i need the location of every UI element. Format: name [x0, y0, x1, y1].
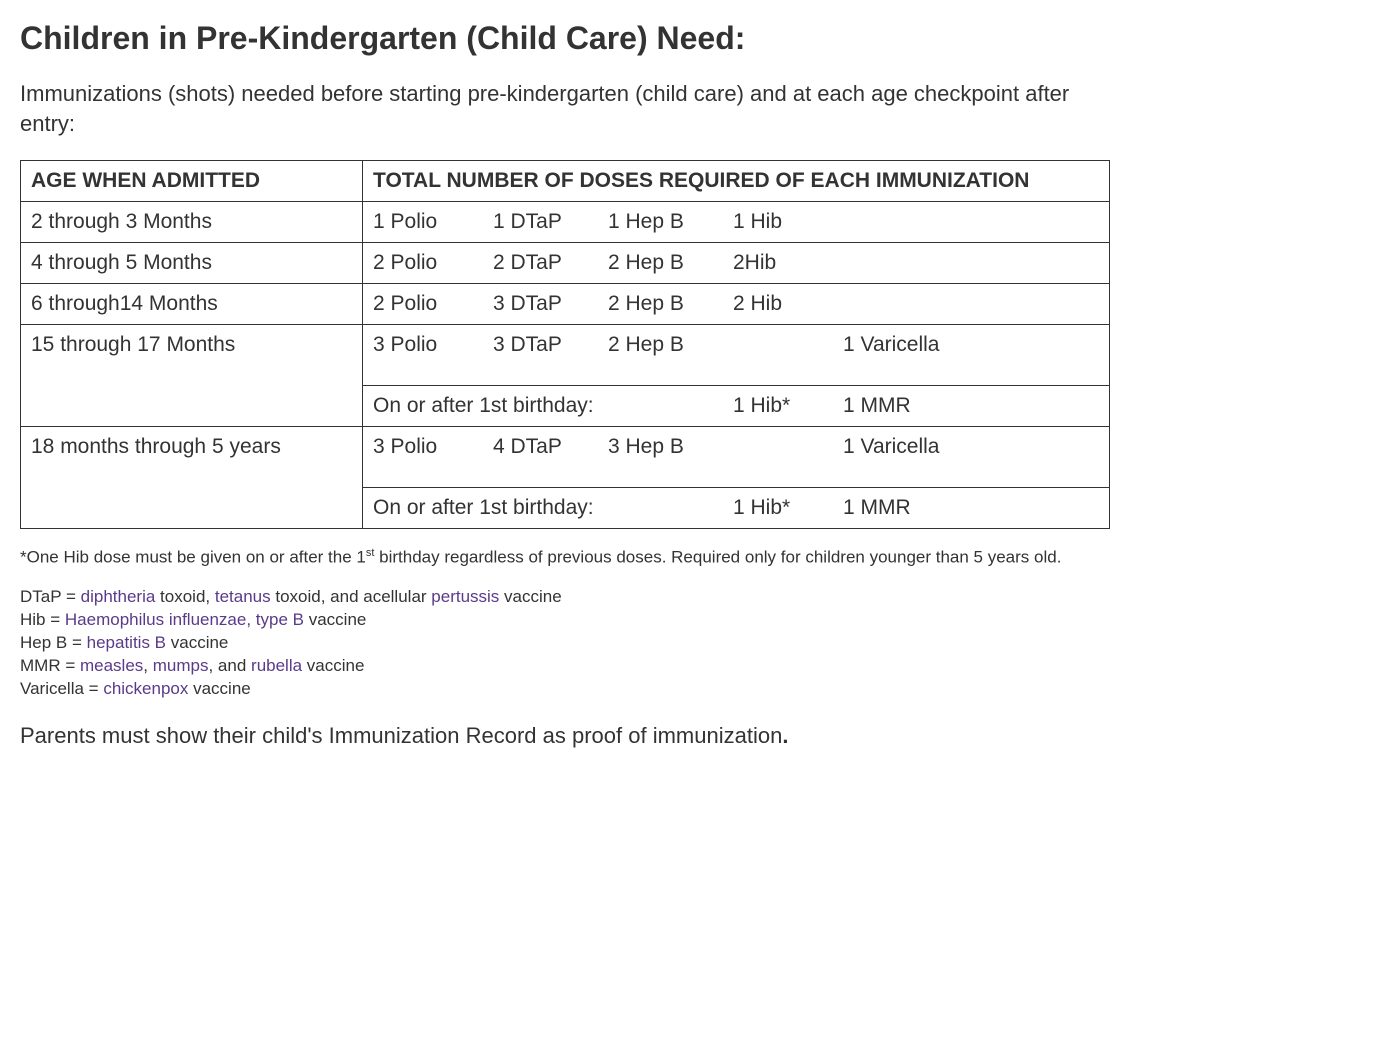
- dose-item: 2 Hep B: [608, 251, 733, 275]
- dose-item: 2 Hib: [733, 292, 843, 316]
- age-cell: 18 months through 5 years: [21, 427, 363, 529]
- birthday-cell: On or after 1st birthday:1 Hib*1 MMR: [363, 488, 1110, 529]
- table-row: 2 through 3 Months1 Polio1 DTaP1 Hep B1 …: [21, 202, 1110, 243]
- dose-item: 3 Hep B: [608, 435, 733, 459]
- birthday-prefix: On or after 1st birthday:: [373, 496, 733, 520]
- birthday-hib: 1 Hib*: [733, 496, 843, 520]
- doses-cell: 3 Polio4 DTaP3 Hep B 1 Varicella: [363, 427, 1110, 488]
- dose-item: [843, 210, 993, 234]
- birthday-mmr: 1 MMR: [843, 496, 993, 520]
- doses-cell: 2 Polio3 DTaP2 Hep B2 Hib: [363, 284, 1110, 325]
- age-cell: 6 through14 Months: [21, 284, 363, 325]
- def-dtap: DTaP = diphtheria toxoid, tetanus toxoid…: [20, 586, 1392, 609]
- link-measles[interactable]: measles: [80, 656, 143, 675]
- age-cell: 15 through 17 Months: [21, 325, 363, 427]
- birthday-hib: 1 Hib*: [733, 394, 843, 418]
- dose-item: 1 DTaP: [493, 210, 608, 234]
- def-varicella: Varicella = chickenpox vaccine: [20, 678, 1392, 701]
- intro-text: Immunizations (shots) needed before star…: [20, 79, 1100, 138]
- dose-item: 1 Varicella: [843, 435, 993, 459]
- doses-cell: 1 Polio1 DTaP1 Hep B1 Hib: [363, 202, 1110, 243]
- birthday-prefix: On or after 1st birthday:: [373, 394, 733, 418]
- dose-item: 2Hib: [733, 251, 843, 275]
- footnote-pre: *One Hib dose must be given on or after …: [20, 548, 366, 567]
- link-diphtheria[interactable]: diphtheria: [81, 587, 156, 606]
- dose-item: 3 Polio: [373, 333, 493, 357]
- link-mumps[interactable]: mumps: [153, 656, 209, 675]
- doses-cell: 3 Polio3 DTaP2 Hep B 1 Varicella: [363, 325, 1110, 386]
- link-chickenpox[interactable]: chickenpox: [103, 679, 188, 698]
- dose-item: [733, 333, 843, 357]
- dose-item: 1 Hep B: [608, 210, 733, 234]
- definitions: DTaP = diphtheria toxoid, tetanus toxoid…: [20, 586, 1392, 701]
- table-header-row: AGE WHEN ADMITTEDTOTAL NUMBER OF DOSES R…: [21, 161, 1110, 202]
- table-row: 4 through 5 Months2 Polio2 DTaP2 Hep B2H…: [21, 243, 1110, 284]
- def-mmr: MMR = measles, mumps, and rubella vaccin…: [20, 655, 1392, 678]
- closing-text: Parents must show their child's Immuniza…: [20, 723, 1392, 749]
- header-doses: TOTAL NUMBER OF DOSES REQUIRED OF EACH I…: [363, 161, 1110, 202]
- table-row: 6 through14 Months2 Polio3 DTaP2 Hep B2 …: [21, 284, 1110, 325]
- dose-item: 3 DTaP: [493, 333, 608, 357]
- dose-item: 3 Polio: [373, 435, 493, 459]
- dose-item: 4 DTaP: [493, 435, 608, 459]
- footnote-post: birthday regardless of previous doses. R…: [374, 548, 1061, 567]
- link-hepatitis-b[interactable]: hepatitis B: [87, 633, 166, 652]
- footnote: *One Hib dose must be given on or after …: [20, 547, 1392, 568]
- dose-item: 3 DTaP: [493, 292, 608, 316]
- dose-item: 2 Polio: [373, 251, 493, 275]
- birthday-cell: On or after 1st birthday:1 Hib*1 MMR: [363, 386, 1110, 427]
- dose-item: 2 DTaP: [493, 251, 608, 275]
- table-row: 15 through 17 Months3 Polio3 DTaP2 Hep B…: [21, 325, 1110, 386]
- birthday-mmr: 1 MMR: [843, 394, 993, 418]
- link-rubella[interactable]: rubella: [251, 656, 302, 675]
- dose-item: 2 Polio: [373, 292, 493, 316]
- dose-item: 1 Hib: [733, 210, 843, 234]
- age-cell: 2 through 3 Months: [21, 202, 363, 243]
- doses-cell: 2 Polio2 DTaP2 Hep B2Hib: [363, 243, 1110, 284]
- table-row: 18 months through 5 years3 Polio4 DTaP3 …: [21, 427, 1110, 488]
- dose-item: [843, 251, 993, 275]
- link-tetanus[interactable]: tetanus: [215, 587, 271, 606]
- dose-item: [843, 292, 993, 316]
- dose-item: 2 Hep B: [608, 292, 733, 316]
- dose-item: 1 Polio: [373, 210, 493, 234]
- link-pertussis[interactable]: pertussis: [431, 587, 499, 606]
- link-haemophilus[interactable]: Haemophilus influenzae, type B: [65, 610, 304, 629]
- header-age: AGE WHEN ADMITTED: [21, 161, 363, 202]
- def-hib: Hib = Haemophilus influenzae, type B vac…: [20, 609, 1392, 632]
- immunization-table: AGE WHEN ADMITTEDTOTAL NUMBER OF DOSES R…: [20, 160, 1110, 529]
- dose-item: 2 Hep B: [608, 333, 733, 357]
- dose-item: [733, 435, 843, 459]
- def-hepb: Hep B = hepatitis B vaccine: [20, 632, 1392, 655]
- age-cell: 4 through 5 Months: [21, 243, 363, 284]
- dose-item: 1 Varicella: [843, 333, 993, 357]
- page-heading: Children in Pre-Kindergarten (Child Care…: [20, 20, 1392, 57]
